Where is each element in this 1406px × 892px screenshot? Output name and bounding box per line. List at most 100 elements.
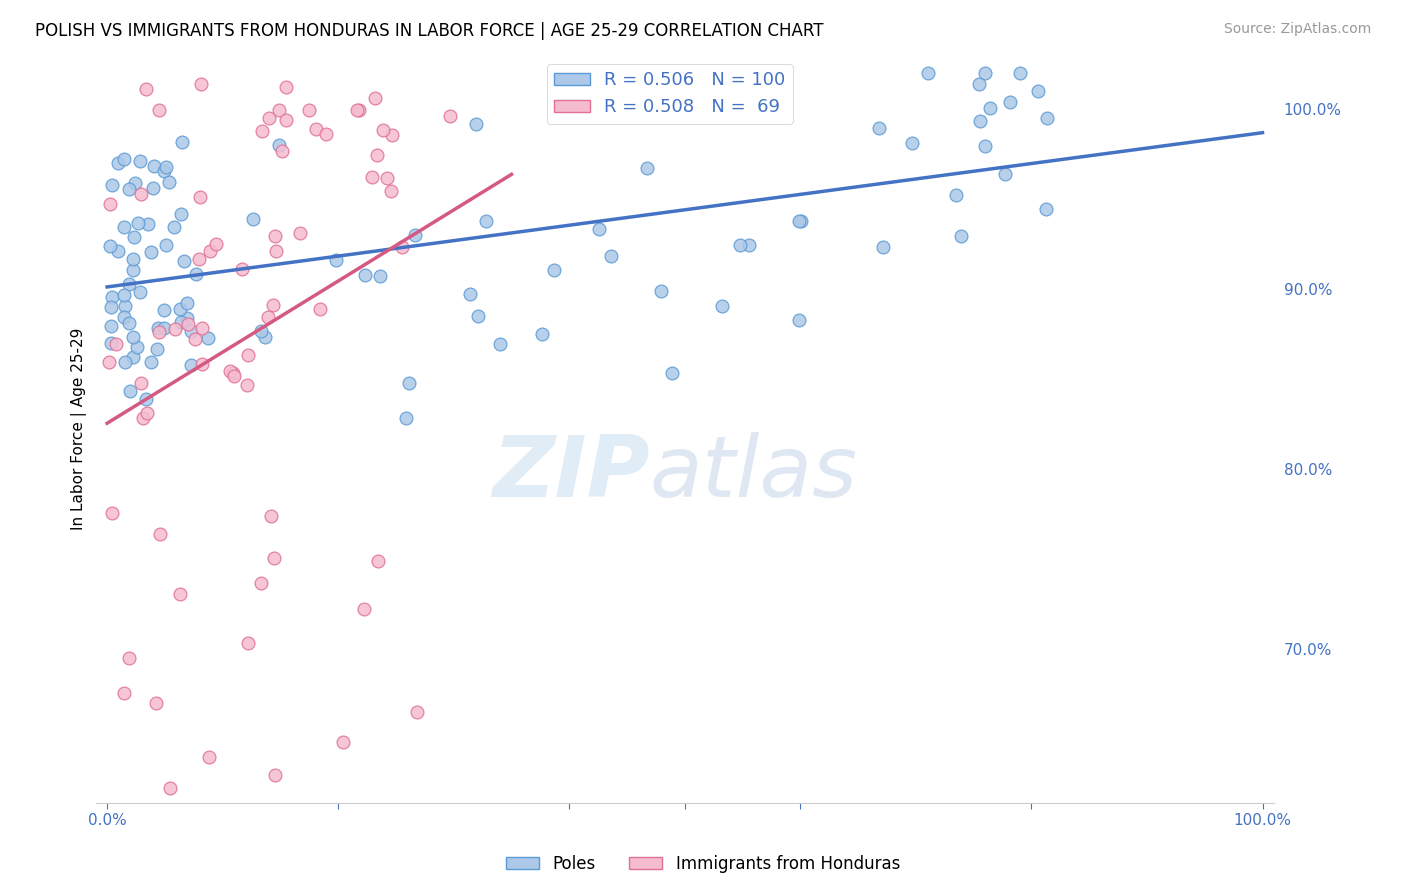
Point [191, 321, 214, 335]
Point [467, 309, 489, 323]
Point [190, 357, 212, 371]
Point [367, 554, 389, 568]
Point [197, 331, 219, 345]
Point [368, 268, 391, 283]
Point [398, 376, 420, 390]
Point [177, 317, 200, 331]
Point [121, 351, 143, 365]
Point [118, 182, 141, 196]
Point [127, 215, 149, 229]
Point [129, 187, 152, 202]
Point [381, 128, 404, 143]
Point [204, 236, 226, 251]
Point [361, 170, 384, 185]
Point [149, 527, 172, 541]
Point [176, 311, 198, 326]
Point [974, 66, 997, 80]
Point [135, 82, 157, 96]
Point [346, 103, 368, 117]
Text: POLISH VS IMMIGRANTS FROM HONDURAS IN LABOR FORCE | AGE 25-29 CORRELATION CHART: POLISH VS IMMIGRANTS FROM HONDURAS IN LA… [35, 22, 824, 40]
Point [235, 377, 257, 392]
Point [112, 152, 135, 166]
Point [264, 768, 287, 782]
Point [148, 325, 170, 339]
Point [120, 384, 142, 398]
Point [263, 550, 285, 565]
Point [190, 189, 212, 203]
Point [112, 219, 135, 234]
Point [238, 347, 260, 361]
Point [375, 170, 398, 185]
Point [636, 161, 658, 175]
Point [917, 66, 939, 80]
Point [148, 103, 170, 117]
Point [710, 299, 733, 313]
Point [129, 154, 152, 169]
Point [325, 252, 347, 267]
Point [488, 336, 510, 351]
Point [439, 109, 461, 123]
Point [257, 310, 280, 324]
Point [169, 302, 191, 317]
Point [305, 122, 328, 136]
Point [184, 332, 207, 346]
Point [599, 249, 621, 263]
Point [661, 366, 683, 380]
Point [1035, 202, 1057, 217]
Point [152, 164, 174, 178]
Point [332, 735, 354, 749]
Point [98, 239, 121, 253]
Point [274, 113, 297, 128]
Point [969, 113, 991, 128]
Point [588, 221, 610, 235]
Point [100, 300, 122, 314]
Point [1036, 112, 1059, 126]
Point [112, 310, 135, 324]
Text: Source: ZipAtlas.com: Source: ZipAtlas.com [1223, 22, 1371, 37]
Point [967, 77, 990, 91]
Point [100, 318, 122, 333]
Point [391, 240, 413, 254]
Point [101, 506, 124, 520]
Point [260, 508, 283, 523]
Point [373, 123, 395, 137]
Point [380, 184, 402, 198]
Point [868, 120, 890, 135]
Point [173, 254, 195, 268]
Point [231, 261, 253, 276]
Point [250, 124, 273, 138]
Point [787, 213, 810, 227]
Point [146, 321, 169, 335]
Point [105, 337, 128, 351]
Point [187, 252, 209, 266]
Point [738, 237, 761, 252]
Legend: Poles, Immigrants from Honduras: Poles, Immigrants from Honduras [499, 848, 907, 880]
Point [267, 103, 290, 118]
Point [100, 178, 122, 192]
Point [364, 90, 387, 104]
Point [347, 103, 370, 118]
Point [118, 650, 141, 665]
Point [250, 576, 273, 591]
Point [112, 288, 135, 302]
Point [118, 316, 141, 330]
Point [530, 327, 553, 342]
Point [136, 217, 159, 231]
Point [190, 77, 212, 91]
Point [145, 696, 167, 710]
Point [315, 127, 337, 141]
Point [135, 392, 157, 407]
Point [950, 229, 973, 244]
Point [107, 244, 129, 258]
Point [136, 406, 159, 420]
Point [993, 167, 1015, 181]
Point [114, 354, 136, 368]
Point [107, 156, 129, 170]
Point [169, 587, 191, 601]
Point [98, 355, 121, 369]
Point [242, 211, 264, 226]
Point [176, 296, 198, 310]
Point [129, 376, 152, 390]
Point [236, 635, 259, 649]
Point [404, 227, 426, 242]
